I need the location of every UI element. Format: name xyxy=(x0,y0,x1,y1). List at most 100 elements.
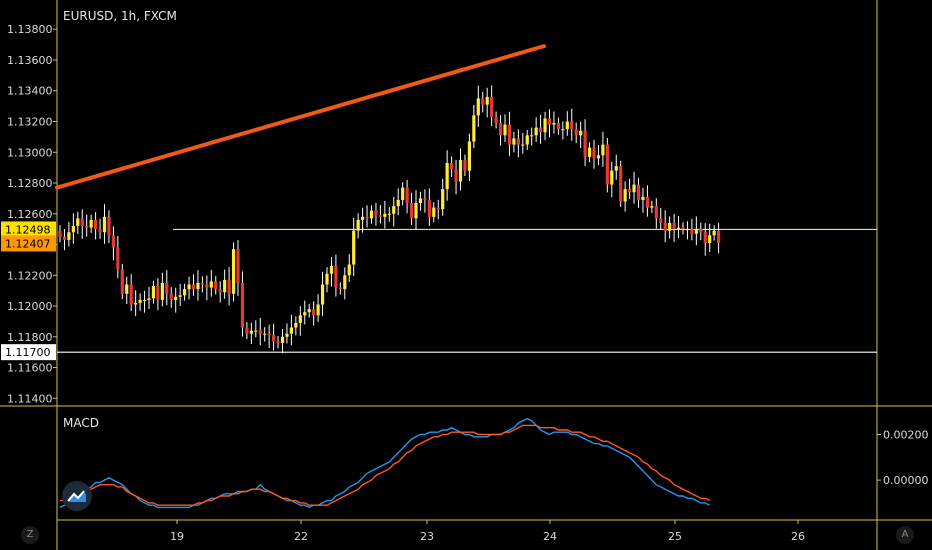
candle-body xyxy=(525,135,529,145)
candle-body xyxy=(334,266,338,288)
candle-body xyxy=(231,249,236,294)
candle-body xyxy=(623,189,627,202)
candle-body xyxy=(543,118,547,133)
candle-body xyxy=(267,333,271,336)
time-axis: 19 22 23 24 25 26 xyxy=(170,520,805,543)
candle-body xyxy=(703,232,707,243)
candle-body xyxy=(570,121,574,130)
candle-body xyxy=(490,96,494,117)
resistance-trendline[interactable] xyxy=(55,44,546,190)
auto-scale-button[interactable]: A xyxy=(896,526,914,544)
candle-body xyxy=(614,166,618,171)
price-tick-label: 1.13600 xyxy=(7,54,53,67)
time-tick-label: 26 xyxy=(791,530,805,543)
candle-body xyxy=(89,219,93,228)
candle-body xyxy=(592,147,596,159)
price-tick-label: 1.13000 xyxy=(7,146,53,159)
candle-body xyxy=(134,302,138,305)
candle-body xyxy=(365,216,369,219)
tradingview-logo-icon[interactable] xyxy=(62,481,92,511)
candle-body xyxy=(249,330,253,334)
zoom-button[interactable]: Z xyxy=(21,526,39,544)
candle-body xyxy=(191,284,196,290)
price-axis: 1.11400 1.11600 1.11800 1.12000 1.12200 1.124… xyxy=(7,23,57,405)
candle-body xyxy=(427,199,431,217)
candle-body xyxy=(263,333,267,335)
candle-body xyxy=(503,124,507,136)
candle-body xyxy=(316,304,320,316)
candle-body xyxy=(320,284,325,305)
symbol-title: EURUSD, 1h, FXCM xyxy=(63,9,177,23)
candle-body xyxy=(352,230,356,265)
candle-body xyxy=(530,135,534,137)
time-tick-label: 23 xyxy=(420,530,434,543)
candle-body xyxy=(645,196,649,208)
candle-body xyxy=(654,206,658,219)
candle-body xyxy=(516,138,520,145)
candle-body xyxy=(405,187,409,203)
candle-body xyxy=(418,198,423,203)
candle-body xyxy=(125,284,129,294)
trendline-layer[interactable] xyxy=(55,44,546,190)
candle-body xyxy=(227,279,231,294)
candle-body xyxy=(712,230,716,236)
candle-body xyxy=(303,312,307,316)
candle-body xyxy=(369,210,374,219)
candle-body xyxy=(307,309,311,313)
time-tick-label: 19 xyxy=(170,530,184,543)
candle-body xyxy=(58,230,62,237)
price-tag-label: 1.12498 xyxy=(5,223,51,236)
price-tag-bg xyxy=(1,235,56,252)
candlestick-series xyxy=(58,85,721,354)
candle-body xyxy=(636,184,641,200)
price-tick-label: 1.11800 xyxy=(7,331,53,344)
candle-body xyxy=(338,287,342,290)
candle-body xyxy=(619,166,623,202)
macd-line xyxy=(59,417,711,509)
price-tick-label: 1.11600 xyxy=(7,362,53,375)
candle-body xyxy=(521,144,525,146)
macd-pane xyxy=(59,417,711,509)
time-tick-label: 22 xyxy=(294,530,308,543)
candle-body xyxy=(717,230,721,243)
candle-body xyxy=(205,284,209,288)
candle-body xyxy=(672,222,676,230)
candle-body xyxy=(245,327,249,334)
candle-body xyxy=(183,289,187,296)
candle-body xyxy=(690,229,694,234)
candle-body xyxy=(298,315,302,323)
candle-body xyxy=(659,218,663,223)
candle-body xyxy=(94,219,98,230)
candle-body xyxy=(280,336,285,343)
candle-body xyxy=(414,203,418,219)
candle-body xyxy=(601,144,605,156)
candle-body xyxy=(160,282,164,300)
candle-body xyxy=(240,282,245,328)
candle-body xyxy=(151,286,156,299)
candle-body xyxy=(129,284,133,305)
candle-body xyxy=(694,229,698,234)
candle-body xyxy=(62,236,67,240)
candle-body xyxy=(142,299,147,301)
candle-body xyxy=(463,159,467,171)
candle-body xyxy=(481,98,485,105)
candle-body xyxy=(374,210,378,216)
candle-body xyxy=(498,123,503,136)
candle-body xyxy=(98,229,102,233)
candle-body xyxy=(539,127,543,133)
candle-body xyxy=(174,296,178,300)
candle-body xyxy=(356,219,360,231)
price-tick-label: 1.12200 xyxy=(7,269,53,282)
candle-body xyxy=(423,198,427,200)
candle-body xyxy=(610,170,614,185)
candle-body xyxy=(396,199,400,207)
candle-body xyxy=(458,159,463,182)
horizontal-lines[interactable] xyxy=(57,228,877,353)
candle-body xyxy=(409,203,414,219)
candle-body xyxy=(378,215,382,217)
macd-tick-label: 0.00000 xyxy=(883,474,929,487)
candle-body xyxy=(676,227,681,230)
candle-body xyxy=(534,127,538,136)
